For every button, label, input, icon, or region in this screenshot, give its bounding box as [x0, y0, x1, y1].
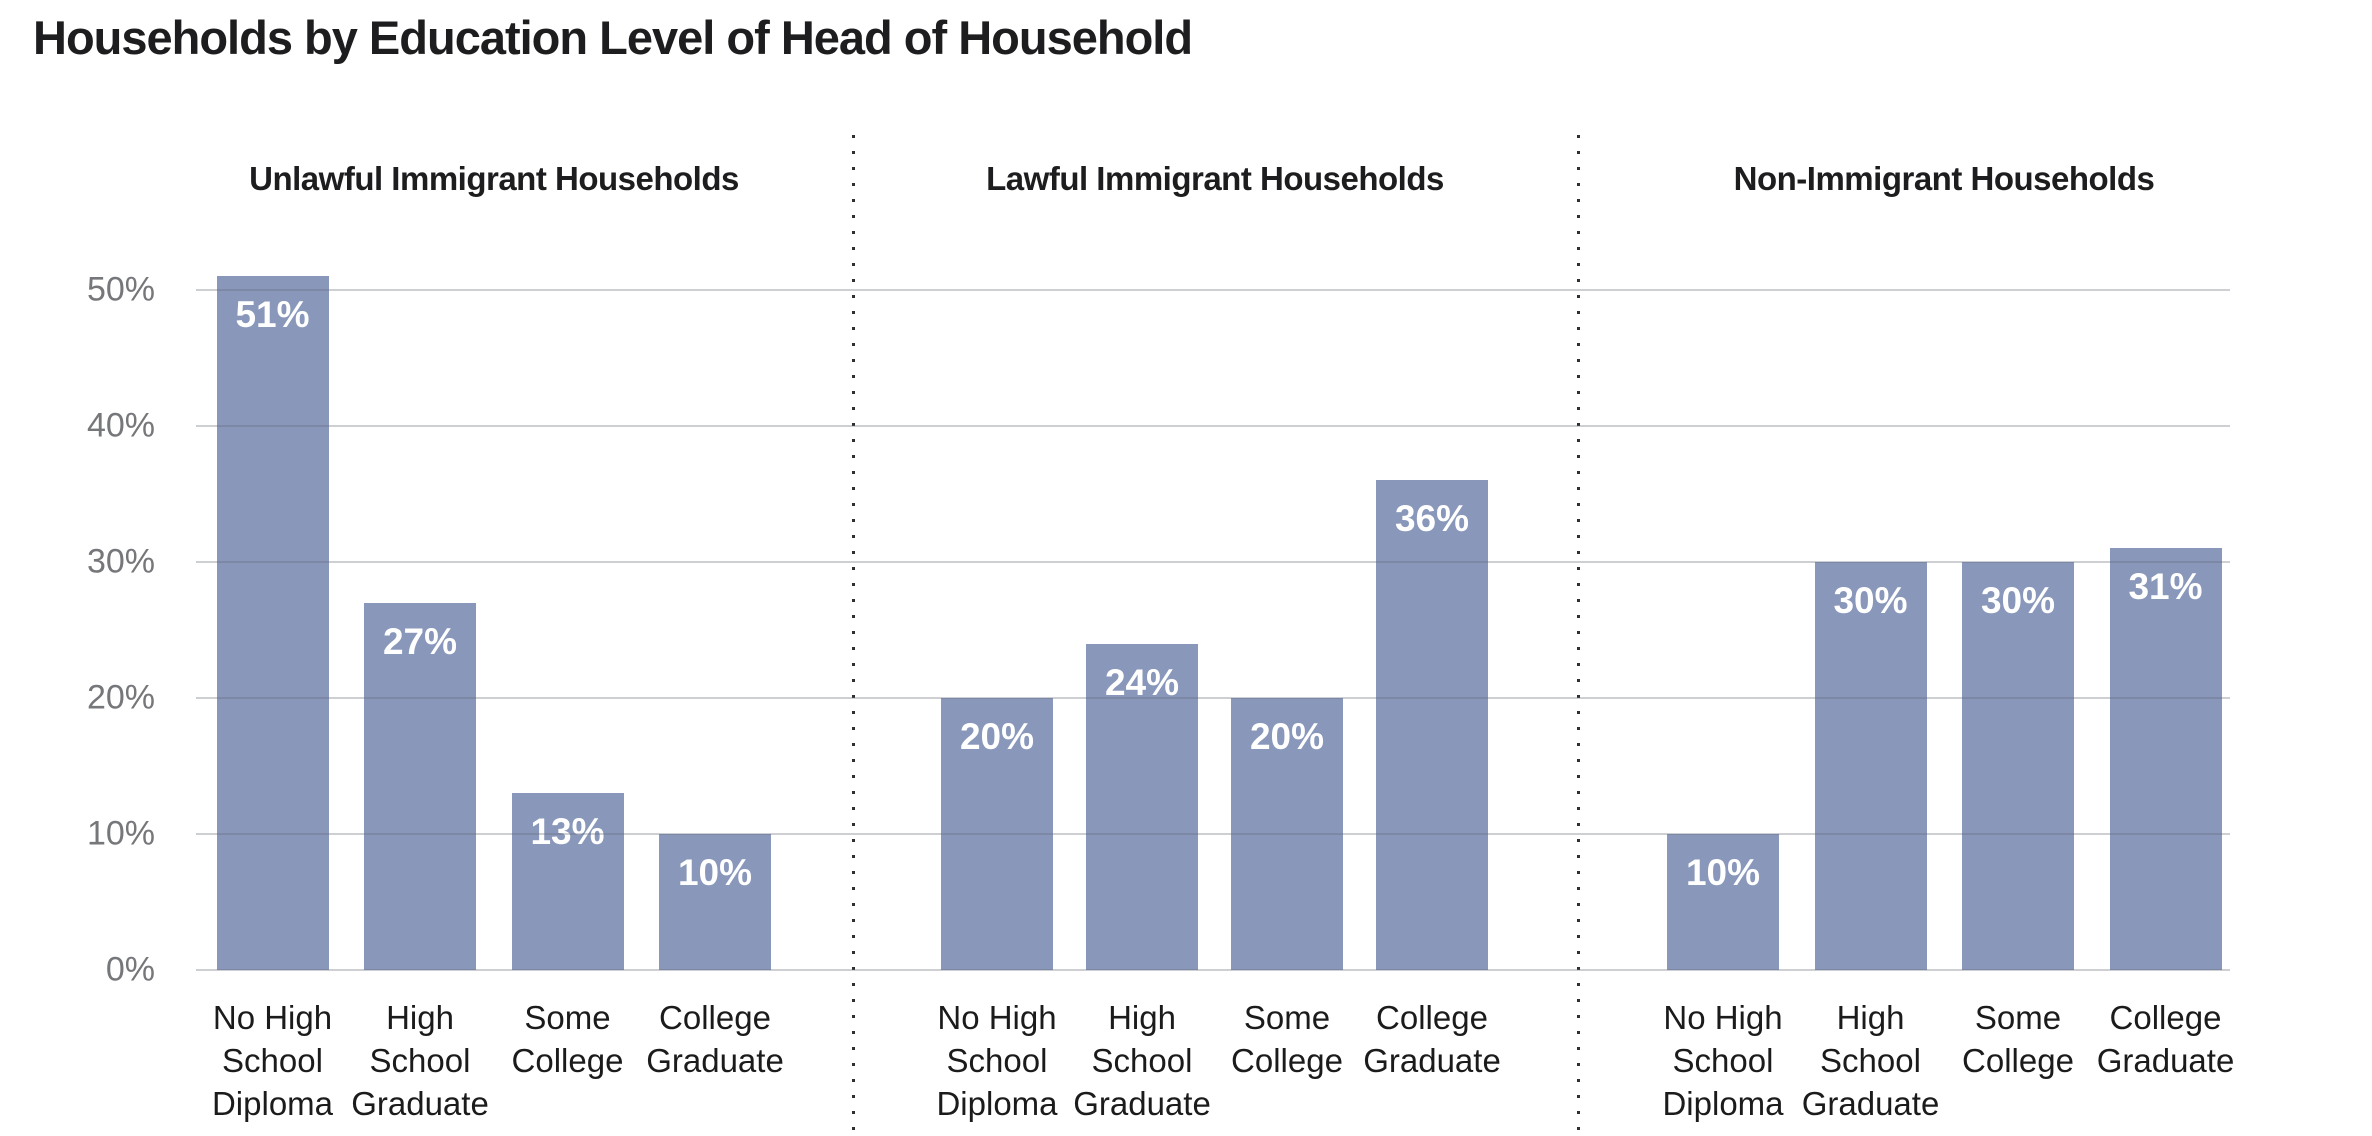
y-axis-tick-label: 20%: [86, 678, 155, 717]
bar: 10%: [659, 834, 771, 970]
bar-value-label: 20%: [959, 716, 1035, 757]
bar: 20%: [941, 698, 1053, 970]
bar-value-label: 30%: [1833, 580, 1908, 621]
y-axis-tick-label: 10%: [86, 814, 155, 853]
bar: 10%: [1667, 834, 1779, 970]
bar: 30%: [1962, 562, 2074, 970]
category-label: No High School Diploma: [936, 999, 1058, 1122]
bar: 51%: [216, 276, 329, 970]
category-label: Some College: [1231, 999, 1343, 1079]
panel-header-non-immigrant: Non-Immigrant Households: [1733, 160, 2155, 197]
bar: 31%: [2109, 548, 2222, 970]
bar-value-label: 10%: [677, 852, 753, 893]
bar-value-label: 30%: [1980, 580, 2056, 621]
bar-value-label: 24%: [1104, 662, 1180, 703]
bar-value-label: 31%: [2128, 566, 2203, 607]
category-label: College Graduate: [2096, 999, 2235, 1079]
bar-value-label: 27%: [382, 621, 458, 662]
bar: 24%: [1086, 644, 1198, 970]
bar: 36%: [1376, 480, 1488, 970]
panel-header-lawful: Lawful Immigrant Households: [986, 160, 1444, 197]
bar: 30%: [1814, 562, 1927, 970]
gridline-50%: [196, 289, 2230, 291]
category-label: College Graduate: [646, 999, 784, 1079]
category-label: No High School Diploma: [1662, 999, 1784, 1122]
bar-value-label: 51%: [235, 294, 310, 335]
y-axis-tick-label: 50%: [86, 270, 155, 309]
y-axis-tick-label: 30%: [86, 542, 155, 581]
panel-separator-right: [1577, 135, 1580, 1136]
bar-value-label: 10%: [1685, 852, 1761, 893]
bar-value-label: 36%: [1394, 498, 1470, 539]
chart-title: Households by Education Level of Head of…: [33, 11, 1193, 64]
panel-separator-left: [852, 135, 855, 1136]
bar-value-label: 13%: [530, 811, 605, 852]
gridline-30%: [196, 561, 2230, 563]
category-label: No High School Diploma: [211, 999, 334, 1122]
gridline-0%: [196, 969, 2230, 971]
gridline-20%: [196, 697, 2230, 699]
bar: 27%: [364, 603, 476, 970]
y-axis-tick-label: 0%: [105, 950, 155, 989]
category-label: Some College: [511, 999, 624, 1079]
bar: 13%: [511, 793, 624, 970]
gridline-40%: [196, 425, 2230, 427]
category-label: High School Graduate: [351, 999, 489, 1122]
bar-value-label: 20%: [1249, 716, 1325, 757]
gridline-10%: [196, 833, 2230, 835]
category-label: High School Graduate: [1073, 999, 1211, 1122]
category-label: College Graduate: [1363, 999, 1501, 1079]
category-label: High School Graduate: [1801, 999, 1940, 1122]
category-label: Some College: [1962, 999, 2074, 1079]
y-axis-tick-label: 40%: [86, 406, 155, 445]
bar: 20%: [1231, 698, 1343, 970]
panel-header-unlawful: Unlawful Immigrant Households: [249, 160, 739, 197]
